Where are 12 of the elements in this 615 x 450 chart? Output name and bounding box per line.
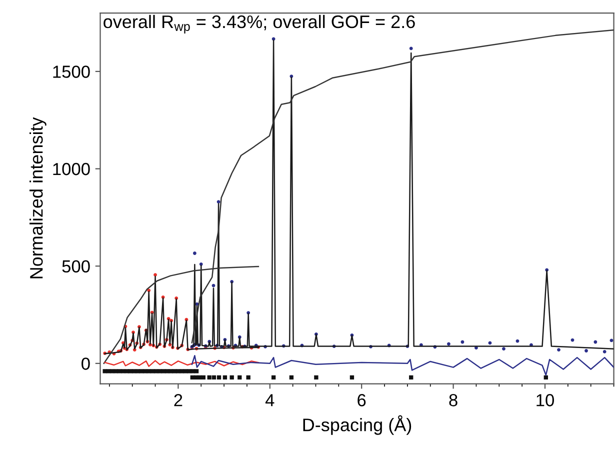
y-tick-label: 0: [82, 358, 90, 370]
x-tick-label: 2: [174, 394, 182, 406]
y-tick-label: 1000: [53, 162, 90, 176]
x-tick-label: 6: [358, 394, 366, 406]
y-tick-label: 500: [62, 260, 90, 273]
x-tick-label: 8: [449, 394, 458, 406]
x-tick-label: 10: [536, 394, 554, 406]
y-axis-title: Normalized intensity: [30, 117, 46, 278]
x-tick-label: 4: [265, 394, 274, 406]
annotation: overall R$_{wp}$ = 3.43%; overall GOF = 2.6: [104, 14, 415, 34]
x-axis-title: D-spacing (Å): [303, 415, 412, 435]
y-tick-label: 1500: [53, 66, 90, 78]
